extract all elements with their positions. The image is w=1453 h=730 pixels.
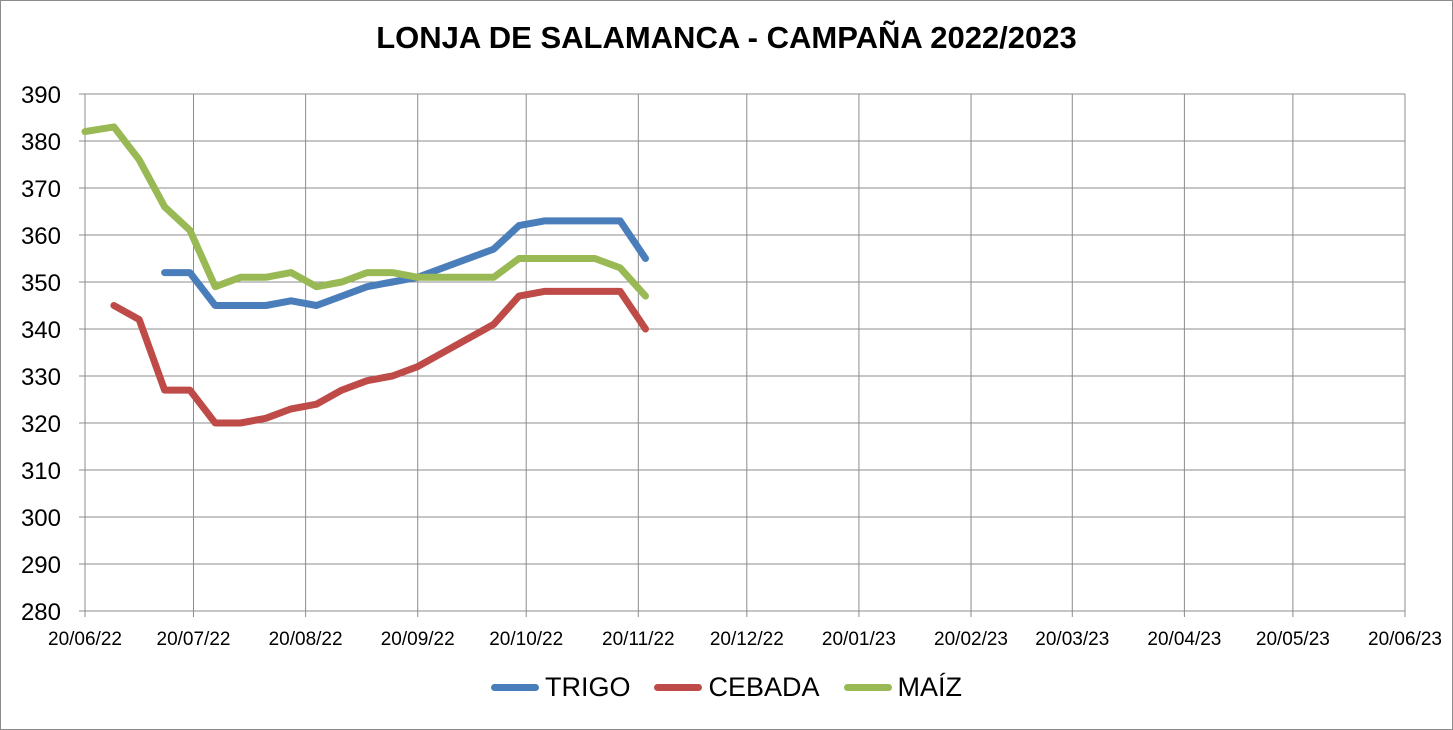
x-tick-label: 20/10/22 — [489, 629, 563, 650]
legend-label-trigo: TRIGO — [544, 672, 631, 702]
legend-item-maiz: MAÍZ — [843, 672, 963, 703]
y-tick-labels: 280 290 300 310 320 330 340 350 360 370 380 390 — [21, 82, 61, 626]
y-tick-label: 370 — [21, 176, 61, 203]
x-tick-label: 20/01/23 — [822, 629, 896, 650]
x-tick-label: 20/05/23 — [1256, 629, 1330, 650]
legend-swatch-trigo — [490, 684, 539, 691]
y-tick-label: 340 — [21, 317, 61, 344]
y-tick-label: 290 — [21, 552, 61, 579]
legend-item-cebada: CEBADA — [654, 672, 820, 703]
y-tick-label: 390 — [21, 82, 61, 109]
y-tick-label: 380 — [21, 129, 61, 156]
gridlines — [84, 93, 1406, 617]
legend-swatch-maiz — [843, 684, 892, 691]
x-tick-label: 20/02/23 — [934, 629, 1008, 650]
y-tick-label: 280 — [21, 599, 61, 626]
series-lines — [81, 123, 649, 427]
series-line-trigo — [161, 217, 649, 309]
y-tick-label: 360 — [21, 223, 61, 250]
x-tick-label: 20/12/22 — [710, 629, 784, 650]
legend: TRIGO CEBADA MAÍZ — [0, 672, 1453, 703]
x-tick-label: 20/03/23 — [1035, 629, 1109, 650]
x-tick-label: 20/09/22 — [381, 629, 455, 650]
axes — [79, 93, 1405, 612]
y-tick-label: 350 — [21, 270, 61, 297]
y-tick-label: 300 — [21, 505, 61, 532]
legend-label-cebada: CEBADA — [708, 672, 820, 702]
x-tick-label: 20/08/22 — [269, 629, 343, 650]
x-tick-label: 20/11/22 — [602, 629, 675, 650]
y-tick-label: 310 — [21, 458, 61, 485]
legend-swatch-cebada — [654, 684, 703, 691]
x-tick-label: 20/06/22 — [48, 629, 122, 650]
legend-label-maiz: MAÍZ — [897, 672, 963, 702]
x-tick-label: 20/07/22 — [157, 629, 231, 650]
x-tick-label: 20/06/23 — [1368, 629, 1442, 650]
y-tick-label: 320 — [21, 411, 61, 438]
x-tick-label: 20/04/23 — [1147, 629, 1221, 650]
series-line-maíz — [81, 123, 649, 300]
x-tick-labels: 20/06/22 20/07/22 20/08/22 20/09/22 20/10/22… — [48, 629, 1442, 650]
y-tick-label: 330 — [21, 364, 61, 391]
chart-title: LONJA DE SALAMANCA - CAMPAÑA 2022/2023 — [376, 20, 1077, 55]
series-line-cebada — [110, 287, 649, 427]
legend-item-trigo: TRIGO — [490, 672, 631, 703]
